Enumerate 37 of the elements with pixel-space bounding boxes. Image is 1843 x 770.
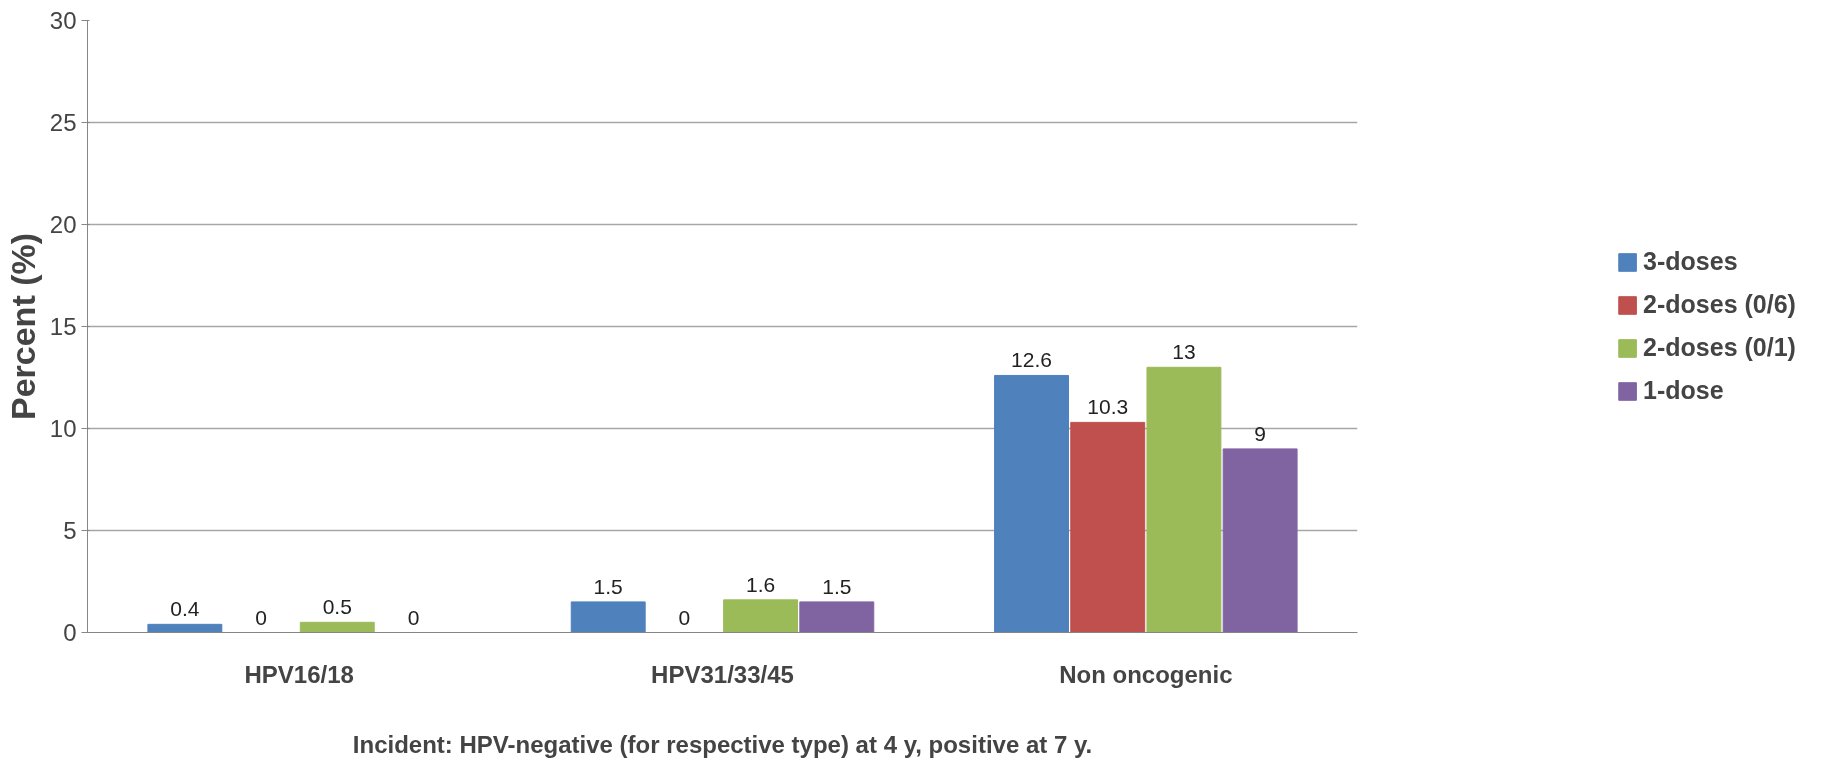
data-label: 9 <box>1254 421 1266 445</box>
bar <box>570 601 646 633</box>
data-label: 13 <box>1172 340 1196 364</box>
x-tick-label: HPV31/33/45 <box>651 660 794 688</box>
data-label: 1.5 <box>822 574 852 598</box>
legend-label: 2-doses (0/6) <box>1643 290 1796 319</box>
data-label: 0 <box>678 605 691 629</box>
data-label: 1.5 <box>593 574 623 598</box>
x-axis-title: Incident: HPV-negative (for respective type) at 4 y, positive at 7 y. <box>352 730 1093 758</box>
y-tick-label: 25 <box>49 109 77 136</box>
y-tick-label: 5 <box>63 517 77 544</box>
y-tick-label: 15 <box>49 313 77 340</box>
legend-label: 3-doses <box>1643 247 1738 276</box>
bar <box>299 621 375 633</box>
legend-label: 2-doses (0/1) <box>1643 333 1796 362</box>
y-tick-label: 10 <box>49 415 77 442</box>
data-label: 12.6 <box>1011 348 1052 372</box>
bar <box>1222 448 1298 633</box>
y-tick-label: 0 <box>63 619 77 646</box>
data-label: 1.6 <box>746 572 776 596</box>
bar <box>799 601 875 633</box>
bar <box>994 374 1069 633</box>
data-label: 10.3 <box>1087 395 1129 419</box>
x-tick-label: Non oncogenic <box>1059 660 1233 688</box>
legend-label: 1-dose <box>1643 376 1724 405</box>
y-tick-label: 30 <box>49 7 77 34</box>
data-label: 0.5 <box>322 595 352 619</box>
y-tick-label: 20 <box>49 211 77 238</box>
data-label: 0 <box>407 605 420 629</box>
data-label: 0 <box>255 605 267 629</box>
bar <box>1146 366 1222 633</box>
x-tick-label: HPV16/18 <box>244 660 354 688</box>
bar <box>723 599 799 633</box>
y-axis-title: Percent (%) <box>3 232 42 421</box>
bar <box>147 623 223 633</box>
bar <box>1070 421 1146 633</box>
data-label: 0.4 <box>170 597 200 621</box>
